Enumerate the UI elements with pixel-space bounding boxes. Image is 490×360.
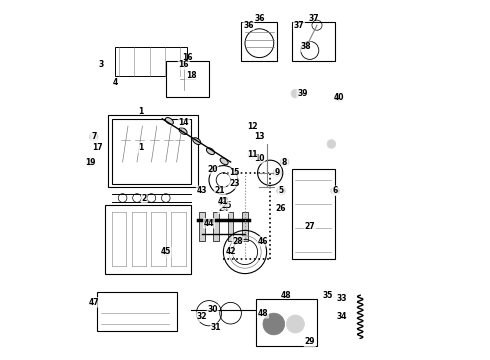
- Text: 46: 46: [258, 237, 268, 246]
- Circle shape: [291, 89, 300, 98]
- Ellipse shape: [206, 148, 215, 154]
- Text: 12: 12: [247, 122, 257, 131]
- Circle shape: [286, 315, 304, 333]
- Text: 25: 25: [222, 201, 232, 210]
- Ellipse shape: [166, 118, 173, 124]
- Text: 19: 19: [85, 158, 96, 166]
- Bar: [166, 61, 209, 97]
- Text: 20: 20: [207, 165, 218, 174]
- Bar: [104, 205, 191, 274]
- Bar: [108, 115, 198, 187]
- Text: 14: 14: [178, 118, 189, 127]
- Bar: [199, 212, 205, 241]
- Circle shape: [263, 313, 285, 335]
- Text: 18: 18: [186, 71, 196, 80]
- Circle shape: [255, 154, 264, 163]
- Text: 35: 35: [322, 291, 333, 300]
- Text: 31: 31: [211, 323, 221, 332]
- Bar: [242, 22, 277, 61]
- Text: 37: 37: [308, 14, 318, 23]
- Ellipse shape: [220, 158, 228, 165]
- Text: 13: 13: [254, 132, 265, 141]
- Bar: [213, 212, 219, 241]
- Bar: [292, 169, 335, 259]
- Text: 43: 43: [196, 186, 207, 195]
- Text: 39: 39: [297, 89, 308, 98]
- Text: 48: 48: [258, 309, 269, 318]
- Circle shape: [277, 186, 285, 195]
- Bar: [256, 299, 317, 346]
- Text: 22: 22: [218, 197, 229, 206]
- Text: 21: 21: [215, 186, 225, 195]
- Circle shape: [331, 186, 339, 195]
- Text: 16: 16: [178, 60, 189, 69]
- Text: 34: 34: [337, 312, 347, 321]
- Text: 44: 44: [204, 219, 214, 228]
- Circle shape: [162, 248, 170, 256]
- Text: 24: 24: [218, 204, 229, 213]
- Text: 10: 10: [254, 154, 265, 163]
- Text: 33: 33: [337, 294, 347, 303]
- Text: 8: 8: [282, 158, 287, 166]
- Text: 27: 27: [304, 222, 315, 231]
- Circle shape: [86, 158, 95, 166]
- Text: 2: 2: [142, 194, 147, 202]
- Text: 16: 16: [182, 53, 193, 62]
- Bar: [116, 47, 187, 76]
- Circle shape: [327, 140, 336, 148]
- Ellipse shape: [193, 138, 201, 144]
- Text: 17: 17: [92, 143, 103, 152]
- Text: 36: 36: [254, 14, 265, 23]
- Text: 3: 3: [98, 60, 103, 69]
- Circle shape: [90, 132, 98, 141]
- Text: 47: 47: [89, 298, 99, 307]
- Text: 37: 37: [294, 21, 304, 30]
- Bar: [242, 212, 248, 241]
- Text: 48: 48: [281, 291, 292, 300]
- Circle shape: [273, 168, 282, 177]
- Text: 28: 28: [232, 237, 243, 246]
- Text: 32: 32: [196, 312, 207, 321]
- Text: 5: 5: [278, 186, 284, 195]
- Text: 1: 1: [138, 143, 143, 152]
- Text: 11: 11: [247, 150, 257, 159]
- Text: 9: 9: [275, 168, 280, 177]
- Bar: [292, 22, 335, 61]
- Text: 36: 36: [244, 21, 254, 30]
- Circle shape: [248, 150, 257, 159]
- Text: 7: 7: [91, 132, 97, 141]
- Text: 29: 29: [305, 338, 315, 346]
- Text: 4: 4: [113, 78, 118, 87]
- Text: 45: 45: [161, 248, 171, 256]
- Circle shape: [334, 93, 343, 102]
- Text: 23: 23: [229, 179, 240, 188]
- Text: 30: 30: [207, 305, 218, 314]
- Ellipse shape: [179, 128, 187, 134]
- Text: 38: 38: [301, 42, 312, 51]
- Text: 15: 15: [229, 168, 240, 177]
- Text: 42: 42: [225, 248, 236, 256]
- Circle shape: [280, 158, 289, 166]
- Text: 26: 26: [276, 204, 286, 213]
- Text: 41: 41: [218, 197, 229, 206]
- Text: 40: 40: [333, 93, 344, 102]
- Bar: [112, 119, 191, 184]
- Text: 6: 6: [332, 186, 338, 195]
- Bar: [98, 292, 176, 331]
- Bar: [228, 212, 233, 241]
- Text: 1: 1: [138, 107, 143, 116]
